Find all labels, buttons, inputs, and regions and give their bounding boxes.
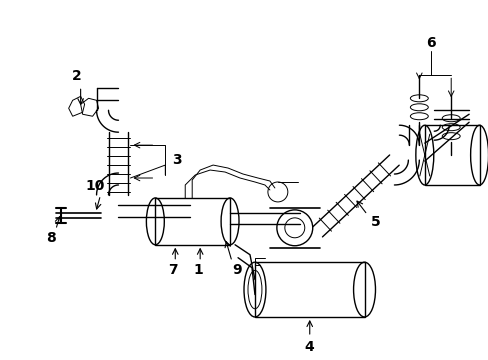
Text: 8: 8 — [46, 231, 56, 245]
Text: 9: 9 — [232, 263, 242, 276]
Text: 7: 7 — [168, 263, 178, 276]
Text: 4: 4 — [304, 340, 314, 354]
Text: 5: 5 — [370, 215, 380, 229]
Text: 3: 3 — [172, 153, 182, 167]
Text: 2: 2 — [72, 69, 81, 84]
Bar — [424, 125, 479, 185]
Bar — [254, 262, 364, 317]
Text: 10: 10 — [86, 179, 105, 193]
Bar — [155, 198, 229, 245]
Text: 1: 1 — [193, 263, 203, 276]
Text: 6: 6 — [426, 36, 435, 50]
